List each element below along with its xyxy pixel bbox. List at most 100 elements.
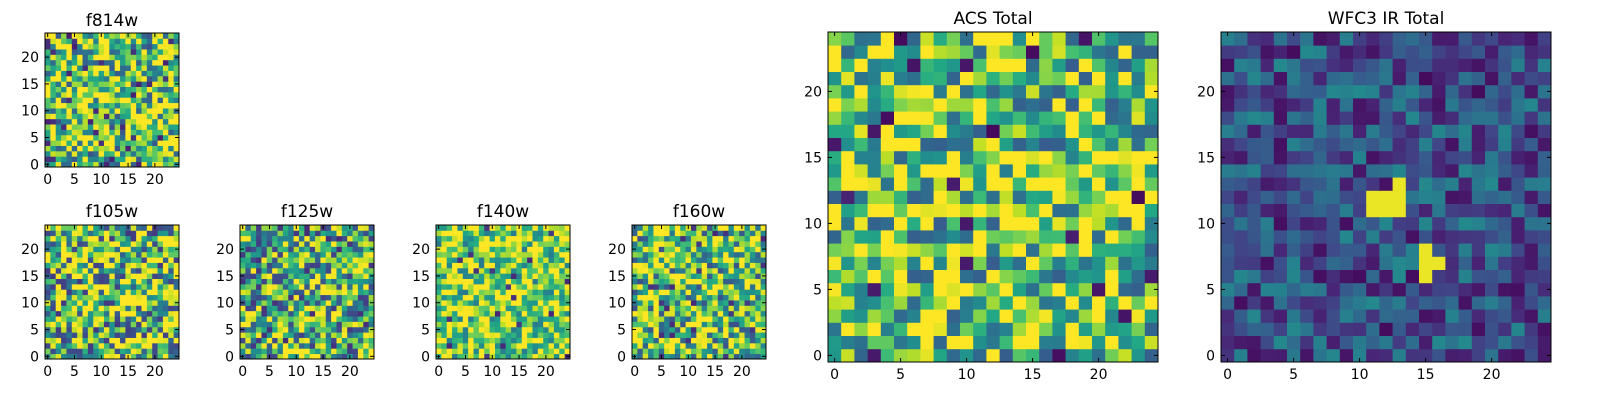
heatmap-cell [120,332,126,338]
heatmap-cell [478,316,485,322]
heatmap-cell [61,70,67,77]
heatmap-cell [82,124,89,130]
heatmap-cell [749,225,756,231]
heatmap-cell [357,225,364,231]
heatmap-cell [521,235,528,242]
heatmap-cell [933,98,948,112]
heatmap-cell [521,294,528,301]
heatmap-cell [739,342,745,349]
heatmap-cell [146,235,153,242]
heatmap-cell [1052,137,1066,152]
heatmap-cell [1511,58,1525,72]
heatmap-cell [277,310,284,317]
heatmap-cell [146,278,153,285]
y-tick-label: 15 [804,150,822,166]
heatmap-cell [368,337,375,344]
heatmap-cell [478,262,485,269]
heatmap-cell [272,225,278,231]
heatmap-cell [723,241,729,247]
x-tick-label: 5 [70,172,79,188]
y-tick-label: 0 [617,349,626,365]
heatmap-cell [553,289,560,296]
heatmap-cell [1234,348,1248,363]
heatmap-cell [125,332,132,338]
heatmap-cell [653,257,660,263]
heatmap-cell [1339,137,1354,152]
heatmap-cell [1221,164,1235,178]
heatmap-cell [960,216,974,231]
heatmap-cell [1221,150,1235,165]
heatmap-cell [690,326,697,333]
heatmap-cell [293,278,300,285]
heatmap-cell [125,102,132,109]
heatmap-cell [266,337,273,344]
x-tick-label: 5 [265,364,274,380]
heatmap-cell [1353,309,1367,323]
heatmap-cell [1144,296,1159,310]
heatmap-cell [331,310,337,317]
heatmap-cell [336,251,343,258]
heatmap-cell [1405,150,1420,165]
heatmap-cell [1419,177,1433,191]
heatmap-cell [642,273,649,279]
heatmap-cell [674,353,681,360]
heatmap-cell [494,273,501,279]
heatmap-cell [1326,348,1341,363]
heatmap-cell [66,348,73,355]
heatmap-cell [1339,164,1354,178]
heatmap-cell [109,97,116,104]
heatmap-cell [1221,111,1235,125]
heatmap-cell [146,300,153,306]
heatmap-cell [363,257,370,263]
heatmap-cell [1131,164,1146,178]
heatmap-cell [1273,111,1288,125]
heatmap-cell [298,316,305,322]
heatmap-cell [723,353,729,360]
heatmap-cell [960,296,974,310]
heatmap-cell [1313,150,1327,165]
heatmap-cell [441,337,448,344]
heatmap-cell [680,294,686,301]
heatmap-cell [1537,164,1552,178]
heatmap-cell [760,342,767,349]
heatmap-cell [331,241,337,247]
heatmap-cell [674,294,681,301]
plot-frame [239,224,375,360]
heatmap-cell [733,225,740,231]
heatmap-cell [168,102,175,109]
heatmap-cell [368,235,375,242]
heatmap-cell [82,230,89,237]
heatmap-cell [298,246,305,253]
heatmap-cell [446,267,453,274]
heatmap-cell [336,225,343,231]
heatmap-cell [653,235,660,242]
heatmap-cell [973,45,987,59]
heatmap-cell [120,145,126,152]
heatmap-cell [45,140,51,146]
heatmap-cell [760,289,767,296]
heatmap-cell [707,321,713,328]
heatmap-cell [315,241,321,247]
heatmap-cell [152,273,158,279]
heatmap-cell [173,124,180,130]
heatmap-cell [744,225,751,231]
heatmap-cell [867,71,882,86]
heatmap-cell [162,86,169,93]
heatmap-cell [120,342,126,349]
heatmap-cell [1039,322,1053,336]
heatmap-cell [55,108,62,114]
heatmap-cell [1105,335,1119,350]
heatmap-cell [98,326,105,333]
heatmap-cell [505,332,512,338]
heatmap-cell [973,296,987,310]
heatmap-cell [93,124,99,130]
heatmap-cell [50,108,57,114]
heatmap-cell [1105,243,1119,257]
heatmap-cell [93,33,99,39]
heatmap-cell [341,294,348,301]
heatmap-cell [537,225,544,231]
heatmap-cell [1052,282,1066,297]
heatmap-cell [880,137,895,152]
heatmap-cell [462,235,469,242]
heatmap-cell [828,256,842,270]
